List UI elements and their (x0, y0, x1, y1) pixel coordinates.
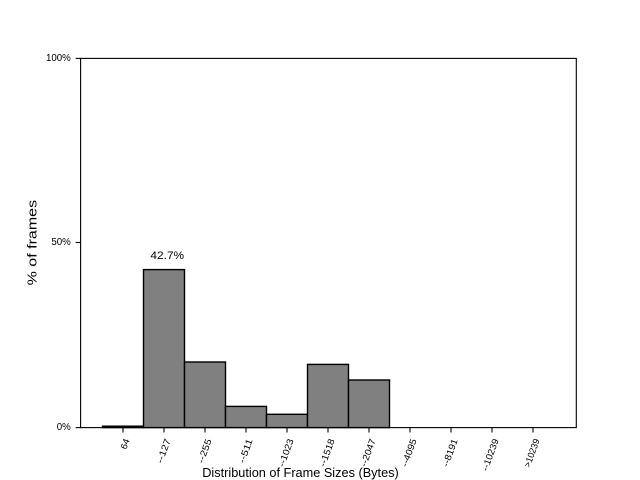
svg-text:42.7%: 42.7% (150, 250, 184, 262)
svg-text:100%: 100% (46, 53, 71, 64)
svg-text:Distribution of Frame Sizes (B: Distribution of Frame Sizes (Bytes) (202, 466, 399, 480)
svg-text:% of frames: % of frames (26, 200, 40, 286)
svg-text:0%: 0% (57, 422, 71, 433)
svg-text:64: 64 (119, 437, 132, 450)
svg-text:50%: 50% (51, 237, 71, 248)
